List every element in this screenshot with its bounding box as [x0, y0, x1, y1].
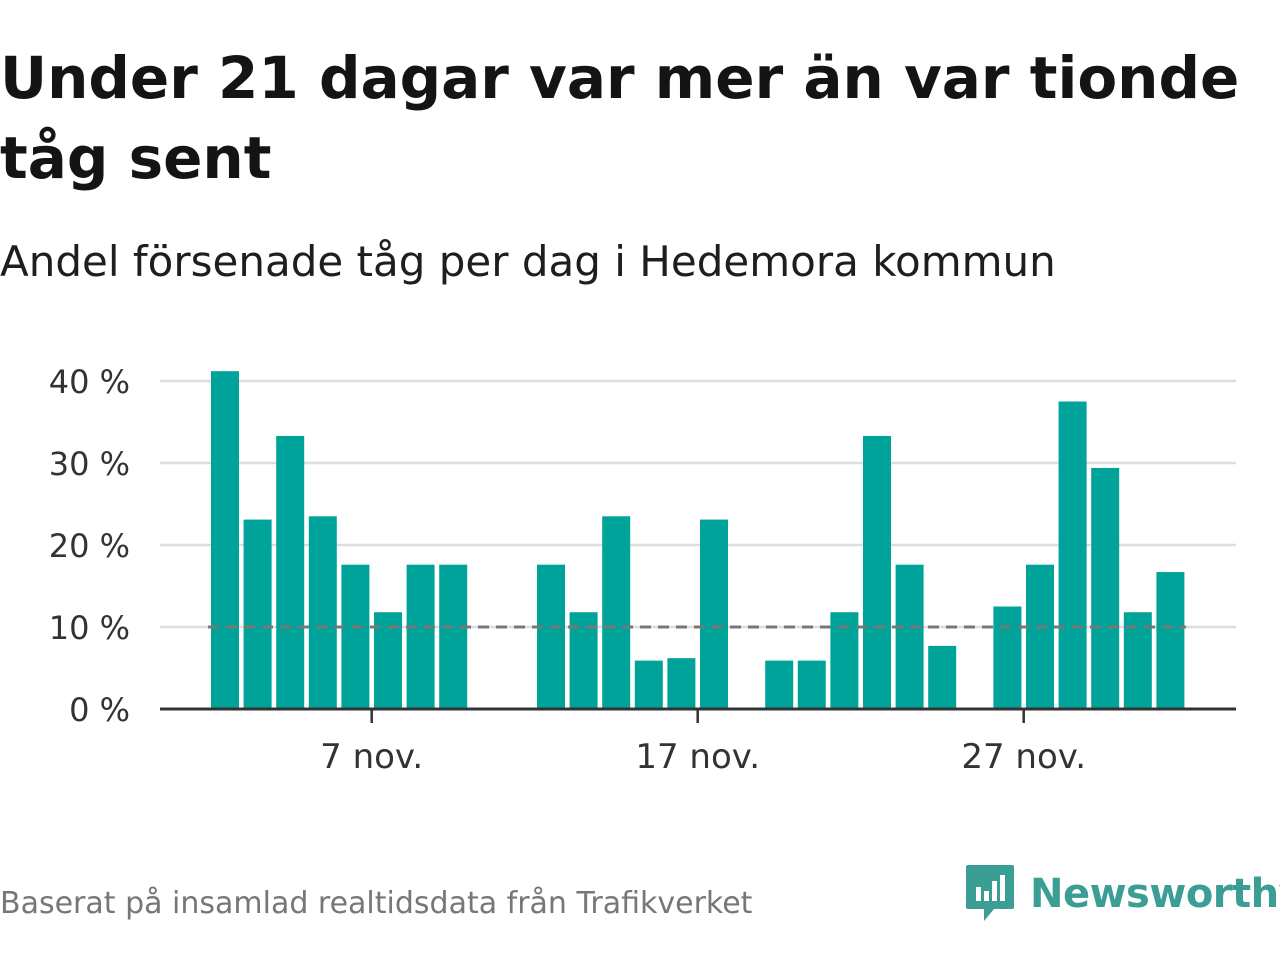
- y-tick-label: 30 %: [49, 445, 130, 483]
- bar: [1026, 564, 1054, 709]
- bar: [1091, 467, 1120, 709]
- bar: [765, 660, 794, 709]
- bar: [276, 435, 305, 709]
- bar: [537, 564, 565, 709]
- brand-logo: Newsworthy: [964, 862, 1280, 926]
- newsworthy-logo-icon: [966, 865, 1014, 921]
- chart-subtitle: Andel försenade tåg per dag i Hedemora k…: [0, 237, 1056, 286]
- source-note: Baserat på insamlad realtidsdata från Tr…: [0, 886, 753, 921]
- bar: [895, 564, 924, 709]
- bar: [797, 660, 826, 709]
- x-tick-label: 17 nov.: [635, 737, 760, 777]
- bar: [341, 564, 370, 709]
- bar: [1058, 401, 1087, 709]
- bar: [993, 606, 1022, 709]
- axes: 0 % 10 % 20 % 30 % 40 % 7 nov. 17 nov. 27 nov.: [49, 363, 1236, 777]
- y-tick-label: 40 %: [49, 363, 130, 401]
- y-tick-label: 0 %: [69, 691, 130, 729]
- y-tick-label: 10 %: [49, 609, 130, 647]
- bar: [439, 564, 468, 709]
- bar: [308, 516, 337, 709]
- bar: [211, 371, 239, 709]
- brand-name: Newsworthy: [1030, 871, 1280, 917]
- y-tick-label: 20 %: [49, 527, 130, 565]
- x-tick-label: 27 nov.: [961, 737, 1086, 777]
- bars: [211, 371, 1185, 709]
- bar: [863, 435, 891, 709]
- bar: [602, 516, 631, 709]
- chart-title: Under 21 dagar var mer än var tionde tåg…: [0, 44, 1240, 192]
- bar: [406, 564, 435, 709]
- bar: [1156, 572, 1185, 709]
- bar: [667, 658, 696, 709]
- bar: [928, 645, 957, 709]
- bar: [243, 519, 272, 709]
- bar-chart: 0 % 10 % 20 % 30 % 40 % 7 nov. 17 nov. 27 nov.: [49, 363, 1236, 777]
- bar: [700, 519, 728, 709]
- bar: [634, 660, 663, 709]
- x-tick-label: 7 nov.: [320, 737, 423, 777]
